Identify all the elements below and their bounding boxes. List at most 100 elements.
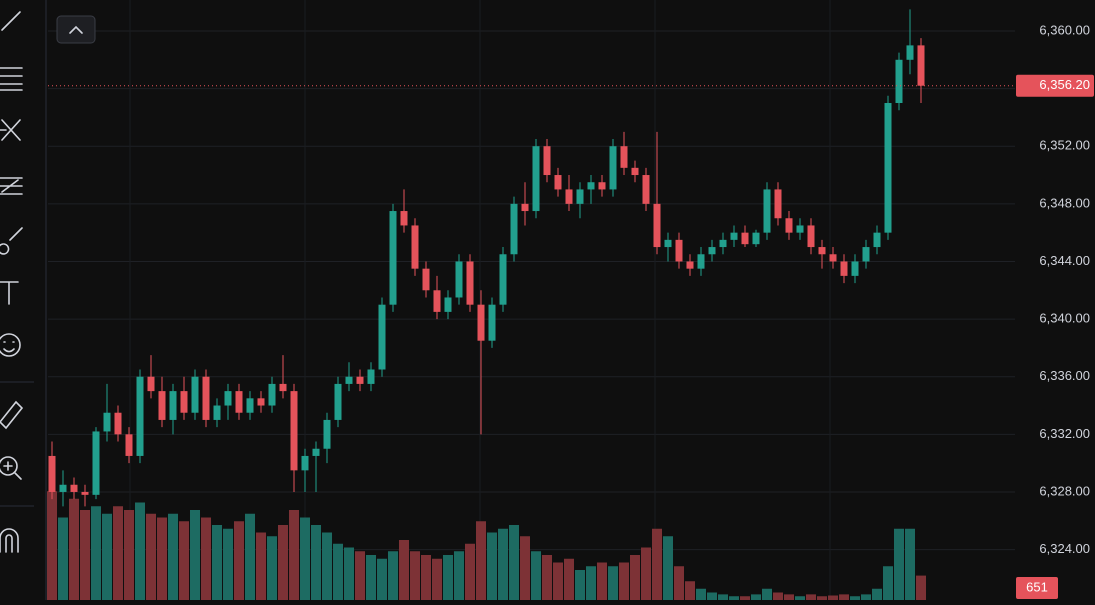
volume-bar xyxy=(135,502,145,600)
volume-bar xyxy=(311,525,321,600)
candle-body xyxy=(488,304,496,341)
zoom-tool[interactable] xyxy=(0,456,18,476)
candle-body xyxy=(719,239,727,248)
volume-bar xyxy=(883,566,893,600)
candle-body xyxy=(180,391,188,413)
candle-body xyxy=(92,431,100,495)
candle-body xyxy=(125,434,133,456)
volume-bar xyxy=(751,594,761,600)
volume-bar xyxy=(58,517,68,600)
candle-body xyxy=(345,376,353,384)
candle-body xyxy=(851,261,859,276)
candle-body xyxy=(367,369,375,384)
candle-body xyxy=(213,405,221,420)
volume-bar xyxy=(575,570,585,600)
candle-body xyxy=(224,391,232,406)
candle-body xyxy=(708,247,716,255)
volume-bar xyxy=(905,528,915,600)
volume-bar xyxy=(696,588,706,600)
candle-body xyxy=(664,239,672,248)
collapse-button[interactable] xyxy=(56,15,96,44)
candle-body xyxy=(895,59,903,104)
y-tick-label: 6,324.00 xyxy=(1039,541,1090,556)
candle-body xyxy=(411,225,419,269)
candle-body xyxy=(741,232,749,245)
volume-bar xyxy=(630,555,640,600)
y-tick-label: 6,344.00 xyxy=(1039,253,1090,268)
candle-body xyxy=(675,239,683,262)
candle-body xyxy=(697,254,705,269)
magnet-tool[interactable] xyxy=(0,528,19,553)
volume-bar xyxy=(674,566,684,600)
volume-bar xyxy=(784,594,794,600)
volume-bar xyxy=(619,562,629,600)
candle-body xyxy=(796,225,804,233)
projection-tool[interactable] xyxy=(0,177,23,195)
candle-body xyxy=(235,391,243,413)
y-tick-label: 6,328.00 xyxy=(1039,483,1090,498)
candle-body xyxy=(290,391,298,471)
volume-bar xyxy=(586,566,596,600)
candle-body xyxy=(620,146,628,168)
volume-bar xyxy=(454,551,464,600)
candle-body xyxy=(598,182,606,190)
candle-body xyxy=(301,455,309,471)
candle-body xyxy=(202,376,210,420)
volume-bar xyxy=(245,513,255,600)
volume-bar xyxy=(168,513,178,600)
candle-body xyxy=(840,261,848,276)
volume-bar xyxy=(465,543,475,600)
collapse-button-bg[interactable] xyxy=(56,15,96,44)
volume-bar xyxy=(157,517,167,600)
candle-body xyxy=(268,383,276,406)
volume-bar xyxy=(212,525,222,600)
volume-bar xyxy=(498,528,508,600)
plot-area xyxy=(47,0,1015,600)
candle-body xyxy=(587,182,595,190)
y-tick-label: 6,332.00 xyxy=(1039,426,1090,441)
volume-bar xyxy=(256,532,266,600)
volume-bar xyxy=(267,536,277,600)
volume-bar xyxy=(685,581,695,600)
volume-bar xyxy=(476,521,486,600)
volume-bar xyxy=(432,558,442,600)
candle-body xyxy=(191,376,199,413)
volume-bar xyxy=(828,595,838,600)
candle-body xyxy=(543,146,551,176)
candle-body xyxy=(81,491,89,495)
volume-bar xyxy=(443,555,453,600)
candle-body xyxy=(917,45,925,86)
volume-bar xyxy=(80,510,90,600)
volume-bar xyxy=(806,594,816,600)
candle-body xyxy=(631,167,639,176)
volume-bar xyxy=(564,558,574,600)
text-tool[interactable] xyxy=(0,281,19,305)
volume-bar xyxy=(300,517,310,600)
candle-body xyxy=(433,290,441,312)
candle-body xyxy=(356,376,364,384)
volume-bar xyxy=(817,596,827,600)
brush-tool[interactable] xyxy=(0,227,23,255)
volume-bar xyxy=(278,525,288,600)
candle-body xyxy=(169,391,177,420)
ruler-tool[interactable] xyxy=(0,400,24,430)
fib-tool[interactable] xyxy=(0,67,23,91)
volume-bar xyxy=(872,588,882,600)
volume-bar xyxy=(652,528,662,600)
emoji-tool[interactable] xyxy=(0,333,21,357)
candle-body xyxy=(147,376,155,392)
candle-body xyxy=(818,247,826,255)
volume-bar xyxy=(410,551,420,600)
trend-line-tool[interactable] xyxy=(1,11,21,31)
volume-bar xyxy=(916,575,926,600)
candle-body xyxy=(763,189,771,233)
candle-body xyxy=(378,304,386,370)
volume-bar xyxy=(421,555,431,600)
pattern-tool[interactable] xyxy=(0,119,21,141)
volume-bar xyxy=(762,588,772,600)
candle-body xyxy=(455,261,463,298)
volume-bar xyxy=(663,536,673,600)
candle-body xyxy=(323,419,331,449)
volume-bar xyxy=(729,596,739,600)
